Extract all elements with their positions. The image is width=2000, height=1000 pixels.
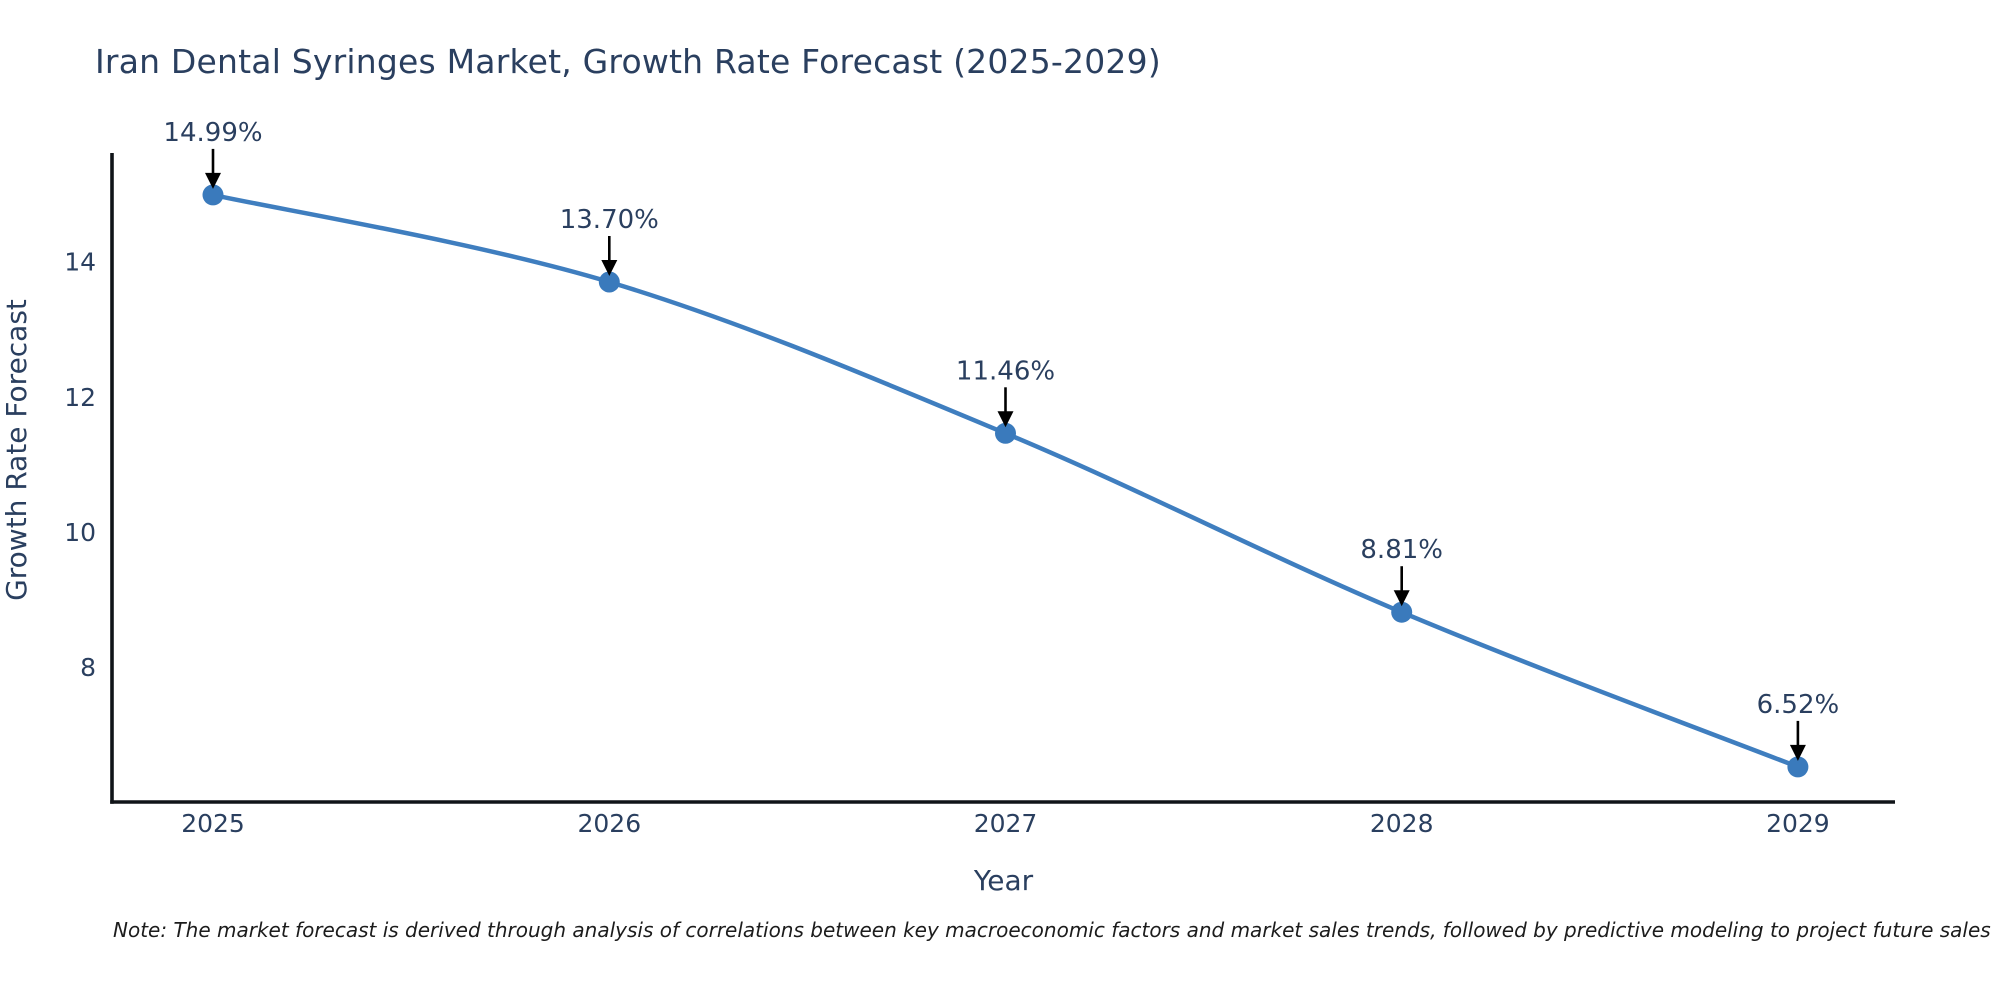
data-point-marker	[1787, 756, 1809, 778]
data-point-marker	[598, 271, 620, 293]
y-axis-title: Growth Rate Forecast	[0, 299, 33, 601]
annotation-arrowhead	[997, 411, 1014, 428]
x-tick-label: 2027	[974, 809, 1038, 838]
annotation-label: 6.52%	[1757, 690, 1840, 720]
x-tick-label: 2029	[1766, 809, 1830, 838]
data-point-marker	[202, 184, 224, 206]
chart-note: Note: The market forecast is derived thr…	[113, 918, 1991, 942]
data-point-marker	[995, 422, 1016, 444]
x-tick-label: 2025	[181, 809, 245, 838]
y-tick-label: 12	[64, 383, 96, 412]
x-axis-title: Year	[973, 864, 1034, 897]
annotation-arrowhead	[1789, 744, 1806, 761]
annotation-label: 14.99%	[163, 118, 262, 148]
annotation-arrowhead	[205, 172, 221, 189]
annotation-label: 8.81%	[1360, 535, 1443, 565]
annotation-label: 13.70%	[560, 205, 659, 235]
x-tick-label: 2028	[1370, 809, 1434, 838]
annotation-arrowhead	[1393, 590, 1410, 607]
series-line	[210, 192, 1801, 770]
x-tick-label: 2026	[577, 809, 641, 838]
y-tick-label: 10	[64, 518, 96, 547]
annotation-label: 11.46%	[956, 356, 1055, 386]
y-tick-label: 8	[80, 653, 96, 682]
data-point-marker	[1391, 601, 1413, 623]
annotation-arrowhead	[601, 260, 618, 276]
y-tick-label: 14	[64, 248, 96, 277]
chart-title: Iran Dental Syringes Market, Growth Rate…	[95, 42, 1161, 81]
